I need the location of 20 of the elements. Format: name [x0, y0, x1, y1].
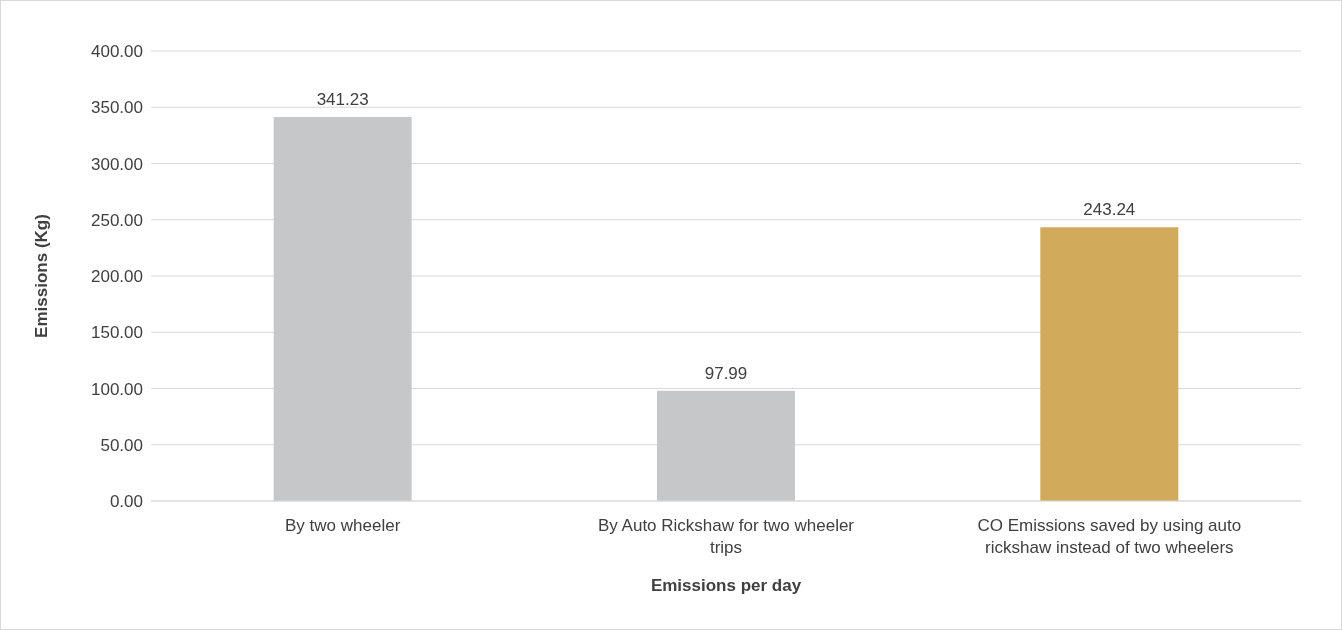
data-label: 341.23 [316, 90, 369, 110]
y-tick-label: 200.00 [91, 267, 143, 287]
bar [657, 390, 795, 501]
y-tick-label: 250.00 [91, 210, 143, 230]
y-tick-label: 0.00 [109, 492, 143, 512]
y-axis-title: Emissions (Kg) [32, 214, 52, 338]
y-tick-label: 50.00 [100, 435, 143, 455]
x-tick-label: CO Emissions saved by using auto rickshaw instead of two wheelers [977, 516, 1242, 557]
bar [1040, 227, 1179, 501]
y-tick-label: 150.00 [91, 323, 143, 343]
bar [273, 117, 412, 501]
x-tick-label: By two wheeler [285, 516, 401, 535]
y-tick-label: 400.00 [91, 42, 143, 62]
y-tick-label: 100.00 [91, 379, 143, 399]
data-label: 97.99 [704, 363, 748, 383]
y-tick-label: 350.00 [91, 98, 143, 118]
y-tick-label: 300.00 [91, 154, 143, 174]
x-axis-title: Emissions per day [650, 576, 802, 595]
x-tick-label: By Auto Rickshaw for two wheeler trips [597, 516, 855, 557]
data-label: 243.24 [1083, 200, 1136, 220]
